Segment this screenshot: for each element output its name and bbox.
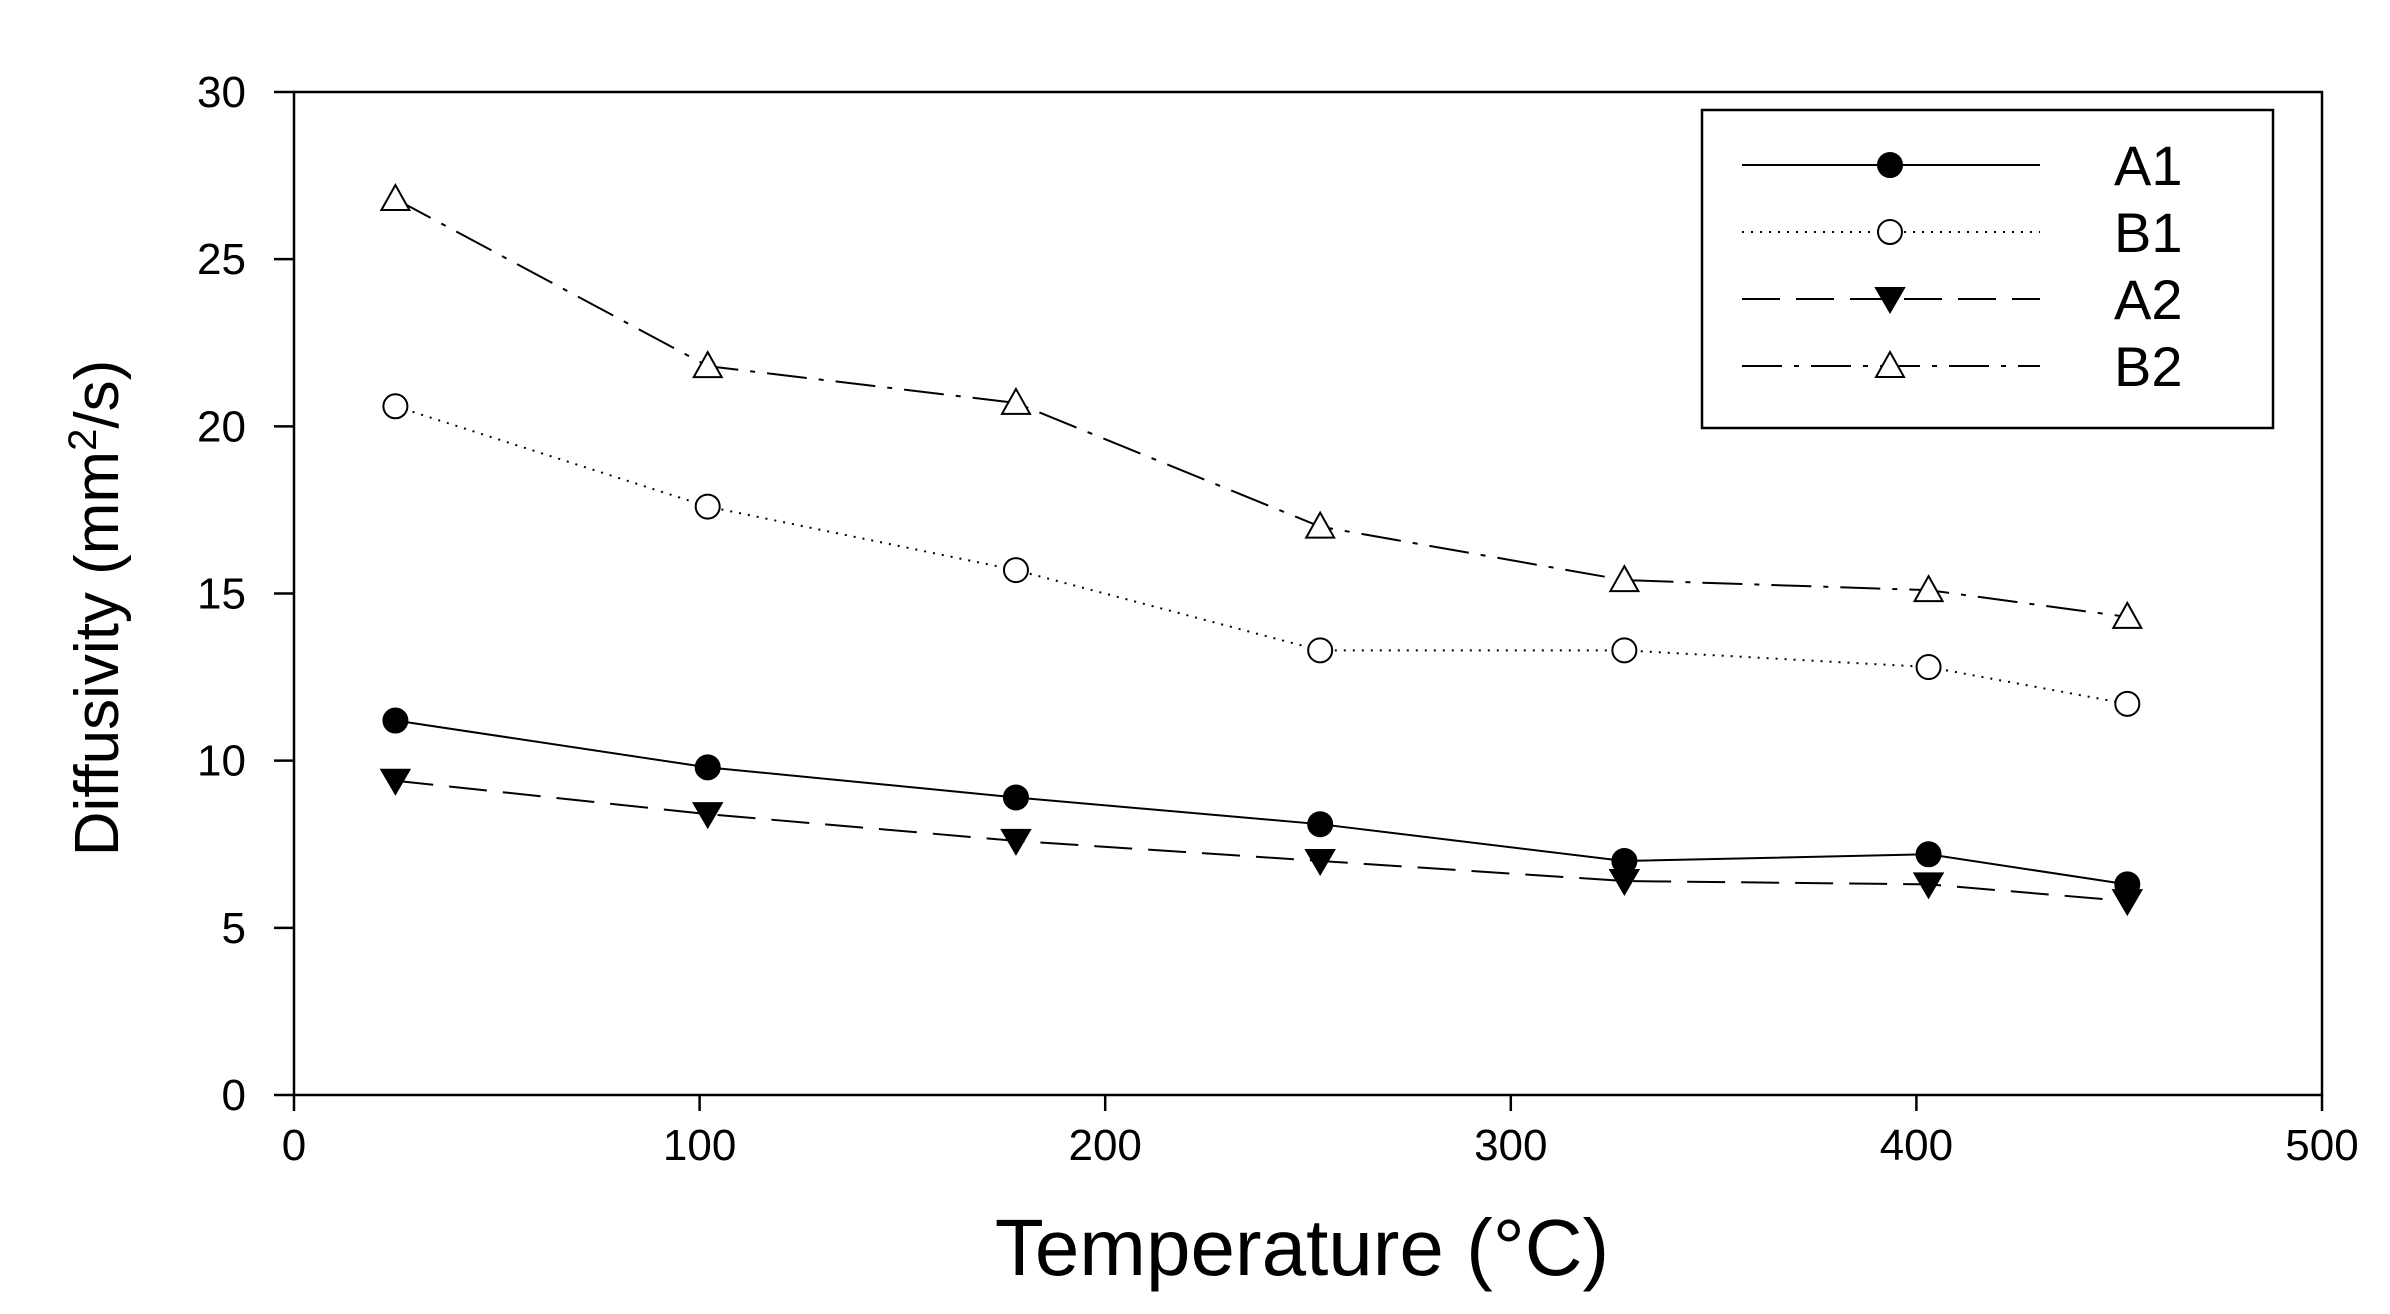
y-axis-label: Diffusivity (mm2/s) <box>61 360 132 856</box>
x-tick-label: 500 <box>2285 1121 2358 1170</box>
axes: 0 100 200 300 400 500 0 5 10 15 20 25 30 <box>197 68 2359 1170</box>
series-b1-point <box>1002 557 1029 584</box>
series-a2-line <box>395 779 2128 903</box>
x-tick-label: 400 <box>1880 1121 1953 1170</box>
series-b2-point <box>379 182 412 211</box>
y-tick-label: 10 <box>197 737 246 786</box>
y-axis-label-prefix: Diffusivity (mm <box>63 451 132 856</box>
series-a1-line <box>395 719 2128 886</box>
legend-marker-b1 <box>1877 219 1903 245</box>
series-a1-point <box>1307 811 1334 838</box>
series-b1-line <box>395 405 2128 705</box>
y-axis-label-superscript: 2 <box>61 429 105 451</box>
x-axis-label: Temperature (°C) <box>995 1203 1609 1292</box>
legend-marker-a2 <box>1874 287 1906 314</box>
legend-frame <box>1700 108 2275 430</box>
series-a2-point <box>1304 848 1336 876</box>
y-tick-label: 0 <box>222 1071 246 1120</box>
series-b2-point <box>1912 574 1945 603</box>
series-a1-point <box>1002 784 1029 811</box>
series-a2-point <box>2111 889 2144 917</box>
legend-label-a1: A1 <box>2114 134 2183 197</box>
y-tick-label: 5 <box>222 904 246 953</box>
x-tick-label: 300 <box>1474 1121 1547 1170</box>
legend-marker-b2 <box>1874 349 1906 378</box>
x-tick-label: 200 <box>1068 1121 1141 1170</box>
legend-label-b2: B2 <box>2114 335 2183 398</box>
series-a1-point <box>694 754 721 781</box>
x-tick-label: 100 <box>663 1121 736 1170</box>
y-tick-label: 20 <box>197 402 246 451</box>
series-b2-point <box>2111 600 2144 629</box>
series-b1-point <box>694 493 721 520</box>
series-b2-point <box>1000 386 1032 415</box>
legend-label-a2: A2 <box>2114 268 2183 331</box>
series-a1-point <box>1915 841 1942 868</box>
series-b1-point <box>1307 637 1334 664</box>
series-layer <box>379 182 2144 917</box>
series-a2-point <box>1912 872 1945 900</box>
series-b1 <box>382 393 2141 717</box>
series-b1-point <box>1611 637 1638 664</box>
series-b2-point <box>1608 564 1641 593</box>
y-tick-label: 30 <box>197 68 246 117</box>
series-b1-point <box>382 393 409 420</box>
series-a2-point <box>691 802 724 830</box>
series-a1 <box>382 707 2141 898</box>
series-b2 <box>379 182 2144 629</box>
series-a1-point <box>382 707 409 734</box>
series-b1-point <box>2114 690 2141 717</box>
series-b2-point <box>692 350 724 379</box>
series-a2-point <box>1000 828 1032 856</box>
legend-label-b1: B1 <box>2114 201 2183 264</box>
legend-marker-a1 <box>1877 152 1903 178</box>
series-a2-point <box>1608 869 1641 897</box>
x-tick-label: 0 <box>282 1121 306 1170</box>
y-tick-label: 15 <box>197 570 246 619</box>
y-axis-label-suffix: /s) <box>63 360 132 429</box>
series-b1-point <box>1915 654 1942 681</box>
series-a2 <box>379 768 2144 917</box>
y-tick-label: 25 <box>197 235 246 284</box>
series-b2-point <box>1304 510 1336 539</box>
series-a2-point <box>379 768 412 796</box>
